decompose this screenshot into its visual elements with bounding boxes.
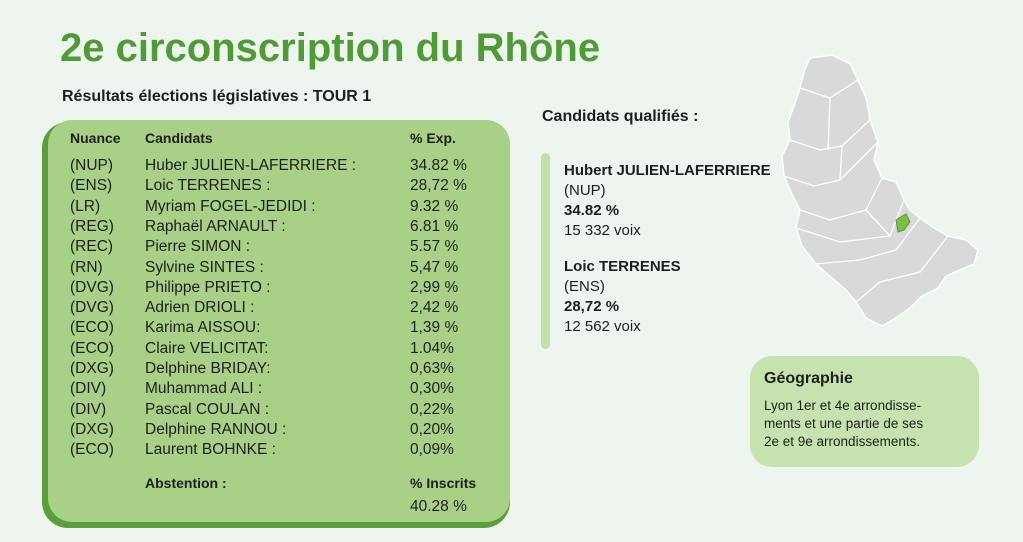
candidate-votes: 12 562 voix	[564, 318, 641, 335]
nuance-cell: (DIV)	[70, 400, 107, 418]
nuance-cell: (DVG)	[70, 299, 114, 317]
abstention-label: Abstention :	[145, 475, 227, 491]
candidate-cell: Laurent BOHNKE :	[145, 441, 276, 459]
candidate-cell: Pierre SIMON :	[145, 238, 251, 256]
candidate-cell: Myriam FOGEL-JEDIDI :	[145, 197, 316, 215]
region-shape	[781, 54, 979, 327]
percent-cell: 9.32 %	[410, 197, 459, 215]
geography-box	[750, 356, 979, 467]
percent-cell: 6.81 %	[410, 217, 459, 235]
percent-cell: 5,47 %	[410, 258, 459, 276]
candidate-cell: Raphaël ARNAULT :	[145, 217, 286, 235]
percent-cell: 2,42 %	[410, 299, 459, 317]
nuance-cell: (RN)	[70, 258, 103, 276]
percent-cell: 5.57 %	[410, 238, 459, 256]
geography-title: Géographie	[764, 370, 853, 387]
candidate-cell: Pascal COULAN :	[145, 400, 270, 418]
geography-line: ments et une partie de ses	[764, 416, 924, 431]
candidate-cell: Claire VELICITAT:	[145, 339, 269, 357]
column-header: Candidats	[145, 130, 213, 146]
candidate-cell: Philippe PRIETO :	[145, 278, 271, 296]
candidate-cell: Loic TERRENES :	[145, 177, 271, 195]
candidate-name: Loic TERRENES	[564, 258, 681, 275]
candidate-cell: Sylvine SINTES :	[145, 258, 264, 276]
percent-cell: 1.04%	[410, 339, 454, 357]
candidate-votes: 15 332 voix	[564, 222, 641, 239]
candidate-cell: Delphine BRIDAY:	[145, 360, 271, 377]
candidate-percent: 28,72 %	[564, 298, 620, 315]
candidate-party: (NUP)	[564, 182, 606, 199]
candidate-cell: Huber JULIEN-LAFERRIERE :	[145, 157, 357, 174]
percent-cell: 1,39 %	[410, 319, 459, 337]
column-header: Nuance	[70, 130, 121, 146]
highlighted-district	[895, 213, 911, 233]
percent-cell: 0,22%	[410, 400, 454, 418]
accent-bar	[541, 153, 550, 349]
results-table	[48, 120, 510, 522]
nuance-cell: (ECO)	[70, 339, 114, 357]
candidate-cell: Karima AISSOU:	[145, 319, 261, 337]
candidate-cell: Adrien DRIOLI :	[145, 299, 255, 317]
candidate-party: (ENS)	[564, 278, 605, 295]
map	[781, 54, 979, 327]
nuance-cell: (DIV)	[70, 380, 107, 398]
percent-cell: 28,72 %	[410, 177, 467, 195]
percent-cell: 0,09%	[410, 441, 454, 459]
candidate-name: Hubert JULIEN-LAFERRIERE	[564, 162, 771, 179]
percent-cell: 0,30%	[410, 380, 454, 398]
percent-cell: 2,99 %	[410, 278, 459, 296]
nuance-cell: (REC)	[70, 238, 114, 256]
nuance-cell: (NUP)	[70, 157, 114, 174]
geography-line: Lyon 1er et 4e arrondisse-	[764, 398, 922, 413]
percent-cell: 0,20%	[410, 420, 454, 438]
percent-cell: 0,63%	[410, 360, 454, 377]
percent-cell: 34.82 %	[410, 157, 467, 174]
nuance-cell: (ECO)	[70, 319, 114, 337]
candidate-percent: 34.82 %	[564, 202, 620, 219]
column-header: % Exp.	[410, 130, 456, 146]
nuance-cell: (DXG)	[70, 360, 114, 377]
nuance-cell: (DVG)	[70, 278, 114, 296]
nuance-cell: (DXG)	[70, 420, 114, 438]
candidate-cell: Muhammad ALI :	[145, 380, 263, 398]
geography-line: 2e et 9e arrondissements.	[764, 434, 921, 449]
abstention-column: % Inscrits	[410, 475, 477, 491]
region-borders	[783, 79, 949, 303]
candidate-cell: Delphine RANNOU :	[145, 420, 287, 438]
qualified-title: Candidats qualifiés :	[542, 108, 699, 125]
nuance-cell: (LR)	[70, 197, 101, 215]
subtitle: Résultats élections législatives : TOUR …	[62, 88, 372, 105]
title: 2e circonscription du Rhône	[60, 26, 601, 70]
nuance-cell: (REG)	[70, 217, 114, 235]
nuance-cell: (ENS)	[70, 177, 113, 195]
abstention-value: 40.28 %	[410, 498, 467, 515]
nuance-cell: (ECO)	[70, 441, 114, 459]
